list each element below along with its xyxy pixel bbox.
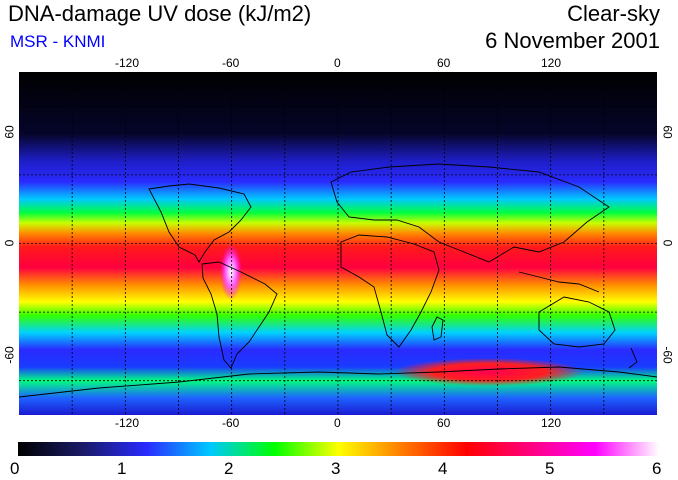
colorbar-label: 5	[545, 459, 555, 478]
coast-antarctica	[19, 366, 657, 398]
graticule	[19, 72, 657, 415]
lon-tick-bottom: -120	[115, 416, 140, 430]
coast-north-america	[148, 183, 252, 263]
colorbar-label: 0	[10, 459, 20, 478]
coast-europe-asia	[330, 163, 610, 263]
lon-tick-top: -60	[222, 56, 240, 70]
source-label: MSR - KNMI	[10, 32, 106, 51]
lat-tick-left: 60	[2, 125, 17, 139]
antarctic-hotspot	[394, 358, 584, 386]
lat-tick-right: 0	[660, 239, 675, 247]
map-title: DNA-damage UV dose (kJ/m2)	[8, 1, 312, 26]
colorbar-label: 3	[331, 459, 341, 478]
lon-tick-top: 120	[541, 56, 562, 70]
coast-madagascar	[431, 316, 444, 341]
coast-indonesia	[518, 271, 600, 293]
lon-tick-top: 0	[334, 56, 341, 70]
lon-tick-bottom: 120	[541, 416, 562, 430]
coastlines	[19, 163, 657, 398]
andes-hotspot	[220, 244, 242, 300]
colorbar-label: 1	[117, 459, 127, 478]
sky-condition: Clear-sky	[567, 1, 660, 26]
lon-tick-bottom: -60	[222, 416, 240, 430]
lon-tick-top: 60	[437, 56, 451, 70]
lon-tick-bottom: 60	[437, 416, 451, 430]
lat-tick-left: 0	[2, 239, 17, 247]
coast-new-zealand	[628, 347, 638, 369]
lon-tick-top: -120	[115, 56, 140, 70]
lat-tick-left: -60	[2, 346, 17, 364]
lon-tick-bottom: 0	[334, 416, 341, 430]
colorbar-label: 2	[224, 459, 234, 478]
coast-australia	[538, 296, 616, 348]
uv-dose-map[interactable]	[19, 72, 657, 415]
colorbar	[18, 442, 659, 456]
coast-africa	[340, 234, 440, 348]
colorbar-label: 4	[438, 459, 448, 478]
lat-tick-right: -60	[660, 346, 675, 364]
lat-tick-right: 60	[660, 125, 675, 139]
date-label: 6 November 2001	[485, 28, 660, 53]
coast-south-america	[201, 261, 278, 369]
colorbar-label: 6	[652, 459, 662, 478]
